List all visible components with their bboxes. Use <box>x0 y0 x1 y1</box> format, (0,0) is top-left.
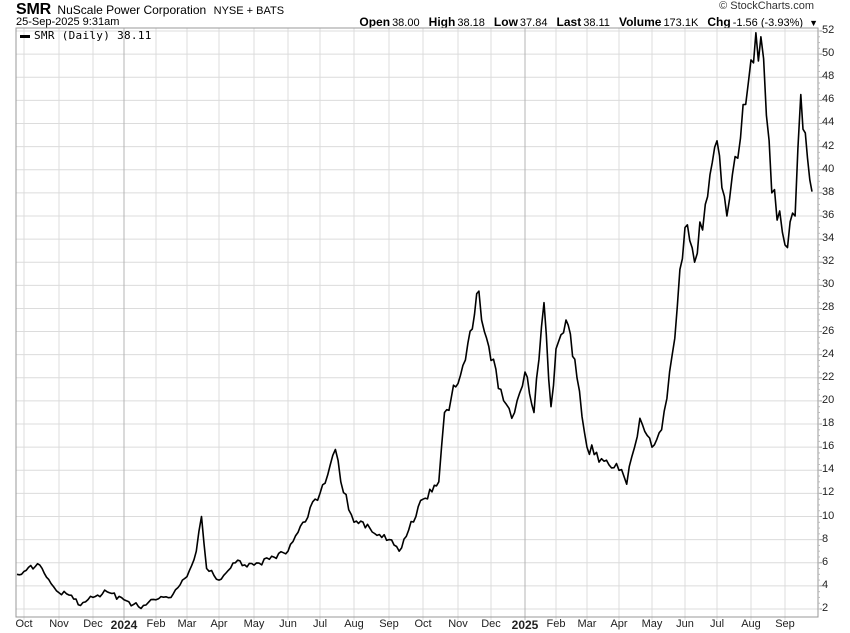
y-tick-label: 32 <box>822 255 835 268</box>
chart-grid <box>16 28 818 620</box>
x-tick-label: Aug <box>344 618 364 630</box>
y-tick-label: 14 <box>822 463 835 476</box>
y-tick-label: 48 <box>822 70 835 83</box>
chg-label: Chg <box>707 15 731 29</box>
x-tick-label: Aug <box>741 618 761 630</box>
chart-datetime: 25-Sep-2025 9:31am <box>16 16 120 28</box>
x-tick-label: Nov <box>49 618 69 630</box>
high-label: High <box>428 15 456 29</box>
y-tick-label: 28 <box>822 301 835 314</box>
y-tick-label: 44 <box>822 116 835 129</box>
x-tick-label: 2025 <box>511 618 539 632</box>
open-value: 38.00 <box>392 17 420 29</box>
company-name: NuScale Power Corporation <box>57 3 207 17</box>
x-tick-label: Jul <box>312 618 328 630</box>
y-tick-label: 16 <box>822 440 835 453</box>
y-tick-label: 18 <box>822 417 835 430</box>
y-tick-label: 20 <box>822 393 835 406</box>
x-tick-label: May <box>641 618 663 630</box>
y-tick-label: 40 <box>822 162 835 175</box>
x-tick-label: Mar <box>177 618 197 630</box>
y-tick-label: 46 <box>822 93 835 106</box>
y-tick-label: 24 <box>822 347 835 360</box>
y-tick-label: 26 <box>822 324 835 337</box>
y-tick-label: 2 <box>822 602 829 614</box>
low-value: 37.84 <box>519 17 548 29</box>
exchange-label: NYSE + BATS <box>213 5 285 17</box>
brand-watermark[interactable]: © StockCharts.com <box>719 0 814 12</box>
x-tick-label: Oct <box>414 618 432 630</box>
x-tick-label: Sep <box>775 618 795 630</box>
x-tick-label: Oct <box>15 618 33 630</box>
open-label: Open <box>359 15 391 29</box>
y-axis-ticks <box>818 30 822 610</box>
y-tick-label: 50 <box>822 47 835 60</box>
x-tick-label: Apr <box>610 618 628 630</box>
x-tick-label: Jun <box>279 618 297 630</box>
y-tick-label: 36 <box>822 208 835 221</box>
y-tick-label: 34 <box>822 232 835 245</box>
x-tick-label: May <box>243 618 265 630</box>
ticker-symbol: SMR <box>16 1 51 18</box>
x-tick-label: Dec <box>83 618 103 630</box>
volume-value: 173.1K <box>663 17 699 29</box>
y-tick-label: 6 <box>822 555 829 568</box>
x-tick-label: Jun <box>676 618 694 630</box>
price-line <box>16 31 813 610</box>
chart-header: SMR NuScale Power Corporation NYSE + BAT… <box>16 1 284 19</box>
y-tick-label: 38 <box>822 185 835 198</box>
y-tick-label: 10 <box>822 509 835 522</box>
y-tick-label: 30 <box>822 278 835 291</box>
x-tick-label: Dec <box>481 618 501 630</box>
y-tick-label: 52 <box>822 24 835 36</box>
x-tick-label: Jul <box>709 618 725 630</box>
x-tick-label: Apr <box>210 618 228 630</box>
y-tick-label: 42 <box>822 139 835 152</box>
y-tick-label: 12 <box>822 486 835 499</box>
high-value: 38.18 <box>457 17 485 29</box>
volume-label: Volume <box>618 15 662 29</box>
chg-value: -1.56 (-3.93%) <box>732 17 804 29</box>
quote-bar: Open 38.00 High 38.18 Low 37.84 Last 38.11 V… <box>353 15 818 29</box>
x-tick-label: 2024 <box>110 618 138 632</box>
y-tick-label: 8 <box>822 532 829 545</box>
y-tick-label: 4 <box>822 578 829 591</box>
caret-down-icon[interactable]: ▼ <box>809 18 818 28</box>
x-tick-label: Mar <box>577 618 597 630</box>
legend-line-icon <box>20 34 30 38</box>
x-tick-label: Sep <box>379 618 399 630</box>
last-value: 38.11 <box>583 17 610 29</box>
low-label: Low <box>493 15 518 29</box>
x-tick-label: Feb <box>146 618 166 630</box>
x-tick-label: Feb <box>546 618 566 630</box>
legend: SMR (Daily) 38.11 <box>20 29 152 42</box>
last-label: Last <box>556 15 582 29</box>
y-tick-label: 22 <box>822 370 835 383</box>
legend-label: SMR (Daily) 38.11 <box>34 29 152 42</box>
x-tick-label: Nov <box>448 618 468 630</box>
plot-frame <box>15 27 819 618</box>
